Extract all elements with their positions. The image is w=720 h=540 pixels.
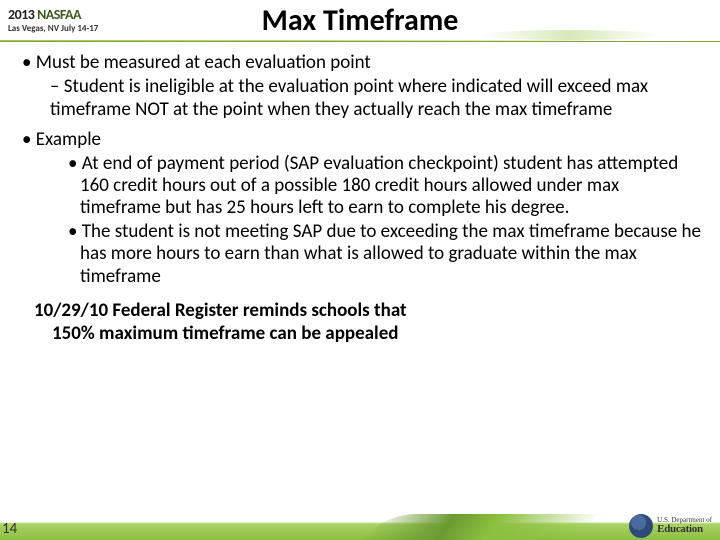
bullet-level1: Must be measured at each evaluation poin… [22, 52, 702, 74]
conf-year-prefix: 2013 [8, 6, 34, 23]
slide-content: Must be measured at each evaluation poin… [0, 42, 720, 288]
dept-education-logo: U.S. Department of Education [629, 514, 712, 538]
bullet-level1: Example [22, 129, 702, 151]
slide-number: 14 [2, 520, 17, 538]
highlight-callout: 10/29/10 Federal Register reminds school… [30, 298, 700, 348]
highlight-line2: 150% maximum timeframe can be appealed [34, 323, 696, 346]
education-seal-icon [629, 514, 653, 538]
footer-green-band [0, 522, 720, 540]
bullet-level2: Student is ineligible at the evaluation … [22, 76, 702, 121]
highlight-line1: 10/29/10 Federal Register reminds school… [34, 300, 696, 323]
bullet-level3: The student is not meeting SAP due to ex… [22, 221, 702, 288]
conference-logo: 2013 NASFAA Las Vegas, NV July 14-17 [0, 2, 106, 38]
conf-year-name: NASFAA [37, 6, 81, 23]
bullet-level3: At end of payment period (SAP evaluation… [22, 153, 702, 220]
header-underline [0, 40, 720, 41]
slide-title: Max Timeframe [262, 2, 459, 39]
conference-location: Las Vegas, NV July 14-17 [8, 23, 98, 34]
conference-year: 2013 NASFAA [8, 6, 98, 23]
header-bar: 2013 NASFAA Las Vegas, NV July 14-17 Max… [0, 0, 720, 42]
footer: 14 U.S. Department of Education [0, 506, 720, 540]
education-text: U.S. Department of Education [657, 517, 712, 535]
edu-text-bottom: Education [657, 524, 712, 535]
footer-swoosh [363, 514, 597, 540]
header-accent [480, 30, 660, 40]
